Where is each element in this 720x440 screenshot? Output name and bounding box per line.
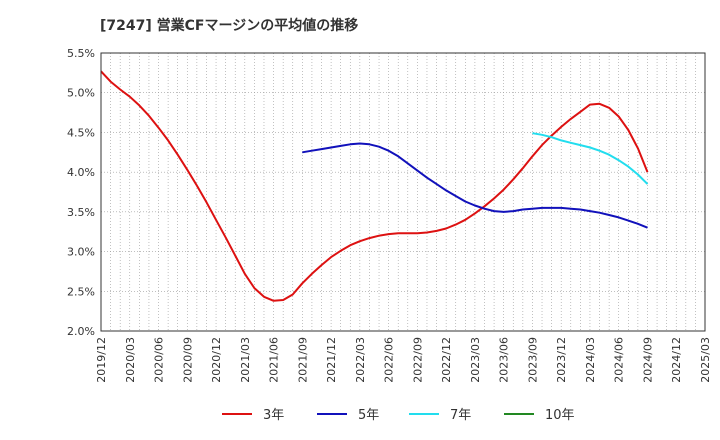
x-tick-label: 2024/06: [613, 337, 626, 383]
x-tick-label: 2021/03: [239, 337, 252, 383]
x-tick-label: 2022/12: [440, 337, 453, 383]
x-tick-label: 2025/03: [699, 337, 712, 383]
y-tick-label: 2.5%: [67, 285, 95, 298]
x-tick-label: 2024/09: [641, 337, 654, 383]
x-tick-label: 2022/06: [383, 337, 396, 383]
legend-label: 7年: [450, 408, 471, 423]
y-tick-label: 3.0%: [67, 246, 95, 259]
y-tick-label: 4.0%: [67, 166, 95, 179]
y-tick-label: 3.5%: [67, 206, 95, 219]
x-tick-label: 2024/03: [584, 337, 597, 383]
plot-frame: [100, 52, 706, 332]
x-tick-label: 2019/12: [95, 337, 108, 383]
series-lines: [100, 70, 649, 302]
x-axis-ticks: 2019/12 2020/03 2020/06 2020/09 2020/12 2021/…: [95, 337, 712, 383]
series-line: [302, 142, 648, 229]
x-tick-label: 2022/03: [354, 337, 367, 383]
chart-title: [7247] 営業CFマージンの平均値の推移: [100, 17, 358, 34]
x-tick-label: 2023/06: [498, 337, 511, 383]
x-tick-label: 2020/09: [181, 337, 194, 383]
x-tick-label: 2020/06: [153, 337, 166, 383]
y-tick-label: 2.0%: [67, 325, 95, 338]
y-tick-label: 5.5%: [67, 47, 95, 60]
legend-label: 5年: [358, 408, 379, 423]
legend: 3年 5年 7年 10年: [222, 408, 575, 423]
x-tick-label: 2024/12: [670, 337, 683, 383]
grid: [101, 53, 705, 331]
y-tick-label: 5.0%: [67, 87, 95, 100]
x-tick-label: 2022/09: [411, 337, 424, 383]
series-line: [100, 70, 649, 302]
x-tick-label: 2020/12: [210, 337, 223, 383]
x-tick-label: 2023/12: [555, 337, 568, 383]
x-tick-label: 2020/03: [124, 337, 137, 383]
legend-label: 3年: [263, 408, 284, 423]
x-tick-label: 2021/09: [296, 337, 309, 383]
y-axis-ticks: 5.5% 5.0% 4.5% 4.0% 3.5% 3.0% 2.5% 2.0%: [67, 47, 95, 338]
y-tick-label: 4.5%: [67, 126, 95, 139]
x-tick-label: 2023/03: [469, 337, 482, 383]
x-tick-label: 2021/12: [325, 337, 338, 383]
x-tick-label: 2023/09: [526, 337, 539, 383]
series-line: [532, 132, 649, 185]
x-tick-label: 2021/06: [268, 337, 281, 383]
legend-label: 10年: [545, 408, 575, 423]
